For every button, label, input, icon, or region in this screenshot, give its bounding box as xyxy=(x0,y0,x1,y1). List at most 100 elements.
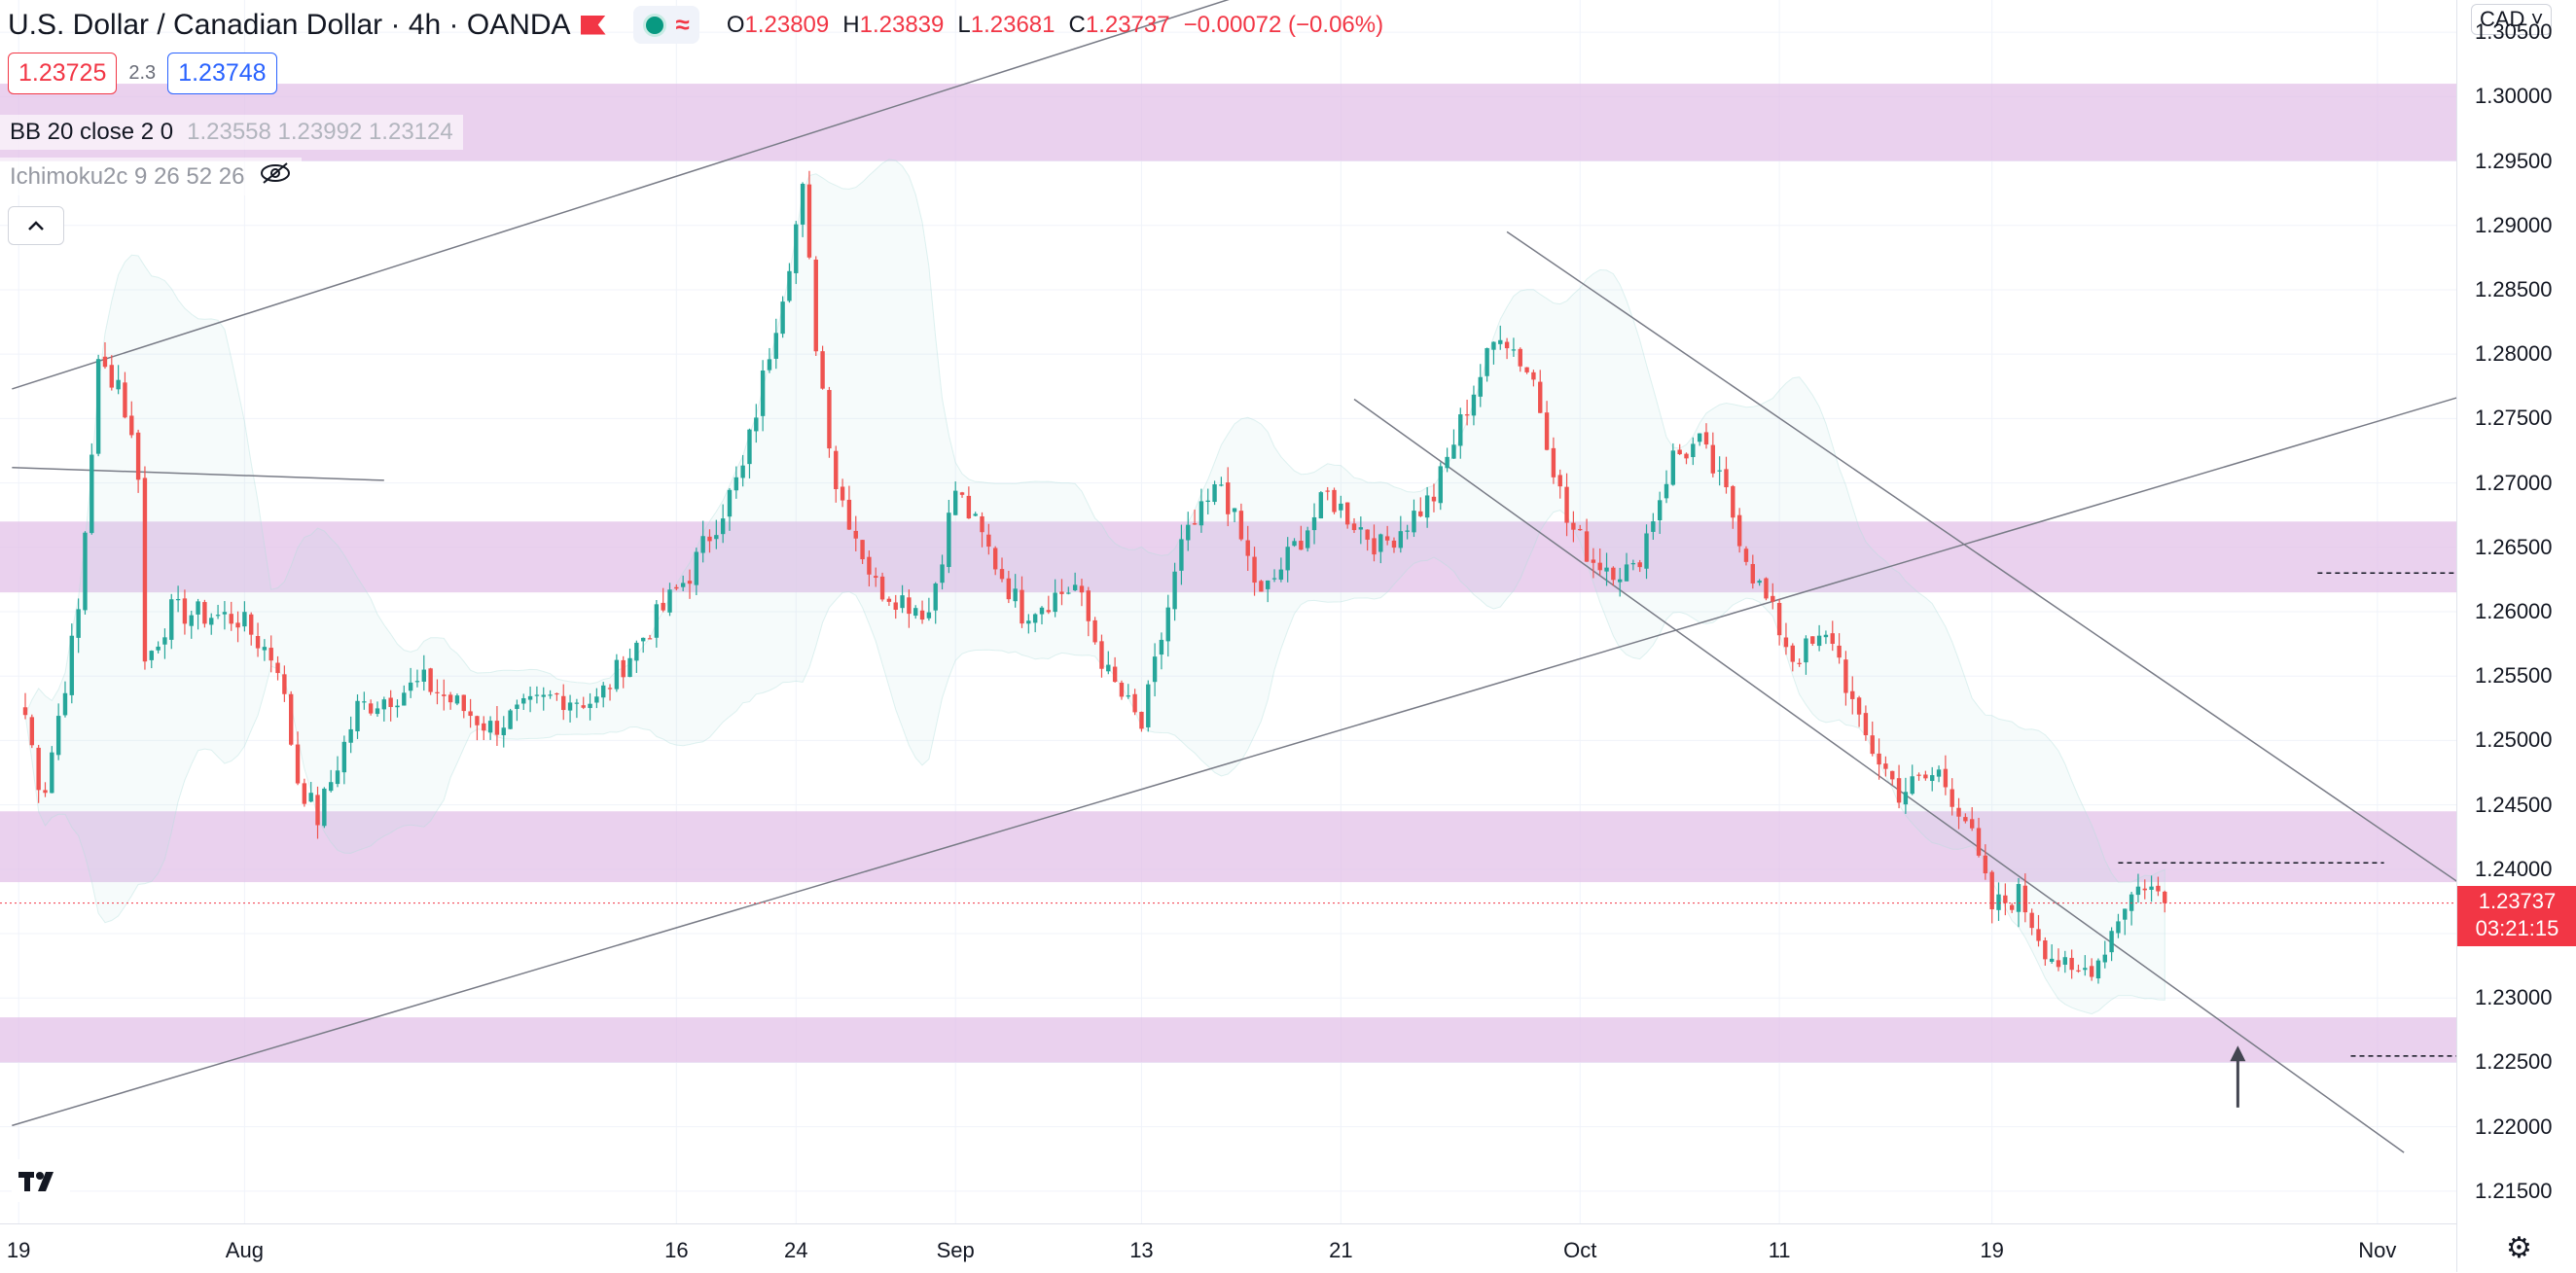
candle-body xyxy=(2069,957,2074,971)
candle-body xyxy=(820,351,825,389)
ichimoku-indicator-legend[interactable]: Ichimoku2c 9 26 52 26 xyxy=(0,158,302,195)
price-tick-label: 1.27000 xyxy=(2475,470,2553,495)
time-tick-label: 24 xyxy=(784,1238,808,1262)
candle-body xyxy=(229,614,233,624)
tradingview-logo-icon[interactable] xyxy=(12,1159,70,1202)
candle-body xyxy=(55,716,61,756)
candle-body xyxy=(1538,381,1543,413)
bb-indicator-legend[interactable]: BB 20 close 2 0 1.23558 1.23992 1.23124 xyxy=(0,115,463,150)
candle-body xyxy=(1464,414,1470,416)
time-tick-label: Nov xyxy=(2358,1238,2397,1262)
candle-body xyxy=(408,682,413,691)
candle-body xyxy=(149,651,154,660)
candle-body xyxy=(1771,595,1775,602)
candle-body xyxy=(1172,571,1177,610)
candle-body xyxy=(62,692,68,716)
candle-body xyxy=(874,576,878,579)
candle-body xyxy=(634,642,639,661)
buy-price-button[interactable]: 1.23748 xyxy=(167,53,277,94)
candle-body xyxy=(421,669,426,682)
candle-body xyxy=(1126,695,1130,697)
candle-body xyxy=(355,700,360,731)
candle-body xyxy=(1285,547,1290,571)
candle-body xyxy=(787,270,792,301)
candle-body xyxy=(268,648,273,661)
candle-body xyxy=(1531,371,1536,380)
candle-body xyxy=(1053,592,1057,613)
price-tick-label: 1.29000 xyxy=(2475,212,2553,237)
chart-pane[interactable]: U.S. Dollar / Canadian Dollar · 4h · OAN… xyxy=(0,0,2456,1223)
candle-body xyxy=(1989,871,1994,910)
candle-body xyxy=(640,637,646,642)
currency-label: CAD xyxy=(2480,7,2525,31)
candle-body xyxy=(362,701,367,703)
candle-body xyxy=(1797,662,1802,664)
candle-body xyxy=(1804,638,1808,663)
ohlc-item: −0.00072 (−0.06%) xyxy=(1183,11,1384,38)
support-resistance-zone xyxy=(0,1017,2456,1063)
candle-body xyxy=(1724,469,1729,488)
candle-body xyxy=(1026,620,1031,624)
time-tick-label: 19 xyxy=(6,1238,31,1262)
candle-body xyxy=(1684,453,1689,459)
candle-body xyxy=(1232,508,1237,513)
candle-body xyxy=(627,657,632,678)
bar-countdown: 03:21:15 xyxy=(2475,915,2559,940)
symbol-title[interactable]: U.S. Dollar / Canadian Dollar · 4h · OAN… xyxy=(8,8,571,41)
candle-body xyxy=(2102,954,2107,963)
candle-body xyxy=(442,694,447,696)
candle-body xyxy=(853,530,858,539)
candle-body xyxy=(541,694,546,697)
candle-body xyxy=(402,692,407,706)
candle-body xyxy=(1677,449,1682,455)
candle-body xyxy=(1431,496,1437,502)
candle-body xyxy=(926,612,932,619)
candle-body xyxy=(754,417,759,432)
sell-price-button[interactable]: 1.23725 xyxy=(8,53,118,94)
candle-body xyxy=(1524,367,1529,372)
candle-body xyxy=(1372,538,1377,555)
price-tick-label: 1.30500 xyxy=(2475,19,2553,45)
currency-selector[interactable]: CAD ˅ xyxy=(2471,4,2553,35)
candlestick-chart[interactable] xyxy=(0,0,2456,1223)
candle-body xyxy=(2022,885,2028,913)
time-axis[interactable]: 19 Aug 16 24 Sep 13 21 Oct 11 19 Nov xyxy=(0,1223,2456,1273)
support-resistance-zone xyxy=(0,811,2456,883)
price-axis[interactable]: CAD ˅ 1.30500 1.30000 1.29500 1.29000 1.2850… xyxy=(2456,0,2576,1272)
candle-body xyxy=(381,699,387,710)
candle-body xyxy=(767,359,772,371)
candle-body xyxy=(1703,432,1709,445)
candle-body xyxy=(1186,524,1191,541)
candle-body xyxy=(1518,348,1522,367)
candle-body xyxy=(1710,444,1716,474)
candle-body xyxy=(222,612,228,615)
candle-body xyxy=(2049,958,2055,963)
candle-body xyxy=(1930,775,1935,781)
trendline xyxy=(12,466,384,481)
candle-body xyxy=(980,515,984,533)
candle-body xyxy=(999,569,1005,580)
candle-body xyxy=(1238,511,1244,540)
candle-body xyxy=(1504,341,1510,349)
candle-body xyxy=(1830,633,1835,644)
candle-body xyxy=(1119,683,1125,697)
flag-icon[interactable] xyxy=(580,15,606,35)
candle-body xyxy=(1106,664,1111,672)
candle-body xyxy=(69,635,75,695)
candle-body xyxy=(2089,966,2094,977)
candle-body xyxy=(1478,376,1483,397)
candle-body xyxy=(275,662,280,674)
wave-icon: ≈ xyxy=(675,10,690,39)
candle-body xyxy=(1863,713,1869,736)
candle-body xyxy=(1344,502,1350,525)
candle-body xyxy=(1750,563,1755,583)
candle-body xyxy=(794,224,799,273)
gear-icon[interactable]: ⚙ xyxy=(2506,1232,2532,1264)
status-pill[interactable]: ≈ xyxy=(632,6,699,44)
candle-body xyxy=(1451,444,1456,459)
candle-body xyxy=(348,728,353,743)
candle-body xyxy=(295,744,301,784)
collapse-legend-button[interactable] xyxy=(8,206,64,245)
candle-body xyxy=(654,604,660,638)
eye-hidden-icon[interactable] xyxy=(259,161,292,192)
